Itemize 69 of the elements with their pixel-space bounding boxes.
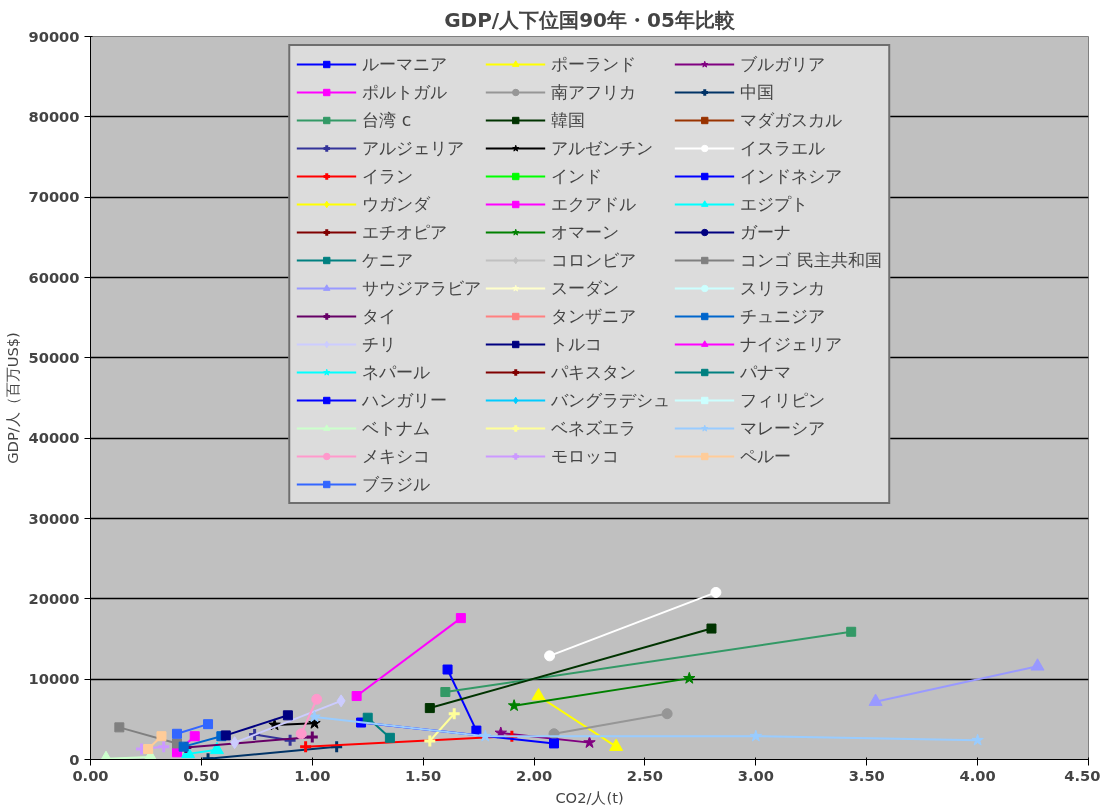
y-tick-label: 40000 xyxy=(28,429,80,447)
y-tick-label: 0 xyxy=(69,750,80,768)
legend-label: 台湾 c xyxy=(362,109,412,132)
legend-label: チュニジア xyxy=(740,305,826,328)
legend-label: ブラジル xyxy=(362,473,431,496)
legend-label: フィリピン xyxy=(740,389,826,412)
legend-label: タンザニア xyxy=(551,305,637,328)
legend-label: イスラエル xyxy=(740,137,826,160)
legend-label: エチオピア xyxy=(362,221,448,244)
x-tick-label: 4.50 xyxy=(1064,766,1101,784)
legend-label: タイ xyxy=(362,305,397,328)
legend-label: インド xyxy=(551,165,603,188)
legend-label: イラン xyxy=(362,165,414,188)
legend-label: ウガンダ xyxy=(362,193,431,216)
x-tick-label: 3.50 xyxy=(848,766,885,784)
y-tick-label: 20000 xyxy=(28,589,80,607)
legend-label: ナイジェリア xyxy=(740,333,843,356)
x-tick-label: 1.00 xyxy=(294,766,331,784)
legend-label: コンゴ 民主共和国 xyxy=(740,249,882,272)
legend-label: スリランカ xyxy=(740,277,826,300)
legend-label: サウジアラビア xyxy=(362,277,482,300)
x-tick-label: 2.00 xyxy=(515,766,553,784)
legend-label: バングラデシュ xyxy=(551,389,671,412)
legend-label: スーダン xyxy=(551,277,620,300)
legend-label: 韓国 xyxy=(551,109,586,132)
legend-label: ブルガリア xyxy=(740,53,826,76)
legend-label: マレーシア xyxy=(740,417,826,440)
legend-label: マダガスカル xyxy=(740,109,843,132)
y-axis-title: GDP/人（百万US$) xyxy=(3,332,21,464)
legend-label: ガーナ xyxy=(740,221,792,244)
legend-label: ハンガリー xyxy=(362,389,448,412)
legend-label: コロンビア xyxy=(551,249,637,272)
legend-label: アルジェリア xyxy=(362,137,465,160)
legend-label: ルーマニア xyxy=(362,53,448,76)
x-tick-label: 3.00 xyxy=(737,766,774,784)
y-tick-label: 10000 xyxy=(28,670,80,688)
legend-label: ペルー xyxy=(740,445,792,468)
legend-label: インドネシア xyxy=(740,165,843,188)
legend-label: ポーランド xyxy=(551,53,637,76)
legend-label: トルコ xyxy=(551,333,603,356)
y-tick-label: 80000 xyxy=(28,107,80,125)
legend-label: ポルトガル xyxy=(362,81,448,104)
y-tick-label: 90000 xyxy=(28,27,80,45)
x-tick-label: 1.50 xyxy=(405,766,442,784)
y-tick-label: 60000 xyxy=(28,268,80,286)
legend-label: エジプト xyxy=(740,193,809,216)
legend-label: パキスタン xyxy=(551,361,637,384)
x-tick-label: 0.00 xyxy=(72,766,109,784)
legend-label: メキシコ xyxy=(362,445,431,468)
x-tick-label: 2.50 xyxy=(626,766,664,784)
legend-label: 中国 xyxy=(740,81,775,104)
legend-label: ベトナム xyxy=(362,417,431,440)
legend-label: 南アフリカ xyxy=(551,81,637,104)
legend-label: エクアドル xyxy=(551,193,637,216)
y-tick-label: 30000 xyxy=(28,509,80,527)
y-tick-label: 50000 xyxy=(28,348,80,366)
x-axis-title: CO2/人(t) xyxy=(555,788,624,806)
legend-label: ベネズエラ xyxy=(551,417,637,440)
chart-title: GDP/人下位国90年・05年比較 xyxy=(444,7,736,32)
legend-label: チリ xyxy=(362,333,397,356)
legend-label: ケニア xyxy=(362,249,414,272)
x-tick-label: 0.50 xyxy=(183,766,220,784)
legend-label: ネパール xyxy=(362,361,431,384)
legend-label: パナマ xyxy=(740,361,792,384)
legend-label: オマーン xyxy=(551,221,620,244)
legend-label: アルゼンチン xyxy=(551,137,654,160)
legend-label: モロッコ xyxy=(551,445,620,468)
y-tick-label: 70000 xyxy=(28,188,80,206)
x-tick-label: 4.00 xyxy=(959,766,996,784)
